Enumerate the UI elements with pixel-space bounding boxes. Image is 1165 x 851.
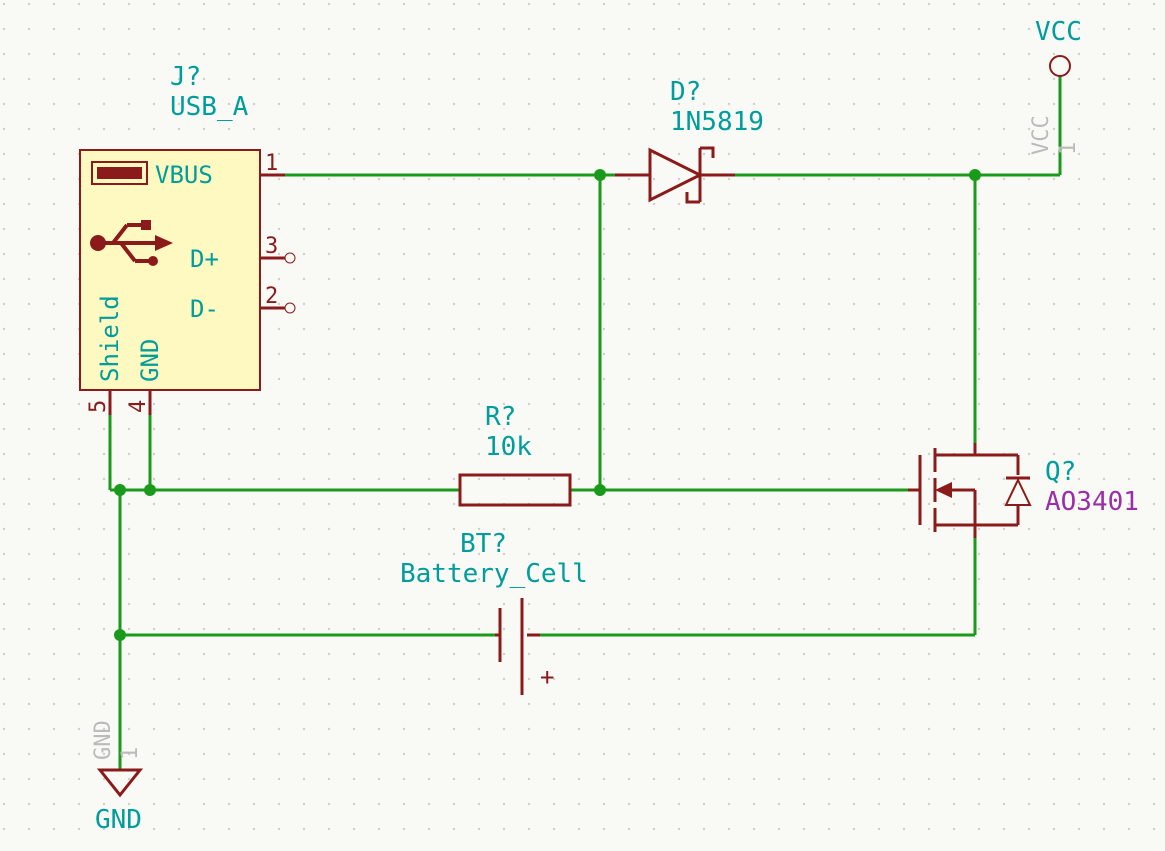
usb-pin1-num: 1 bbox=[265, 151, 278, 176]
usb-shield-label: Shield bbox=[96, 295, 124, 382]
usb-pin5-num: 5 bbox=[86, 400, 111, 413]
diode-ref: D? bbox=[670, 77, 701, 107]
usb-gnd-label: GND bbox=[136, 339, 164, 382]
resistor-ref: R? bbox=[485, 402, 516, 432]
usb-dplus-label: D+ bbox=[190, 245, 219, 273]
battery-value: Battery_Cell bbox=[400, 559, 588, 589]
mosfet-ref: Q? bbox=[1045, 457, 1076, 487]
usb-dminus-label: D- bbox=[190, 295, 219, 323]
diode-value: 1N5819 bbox=[670, 107, 764, 137]
usb-vbus-label: VBUS bbox=[155, 161, 213, 189]
mosfet-value: AO3401 bbox=[1045, 487, 1139, 517]
vcc-label: VCC bbox=[1035, 17, 1082, 47]
usb-value: USB_A bbox=[170, 92, 249, 122]
vcc-faint-num: 1 bbox=[1056, 142, 1081, 155]
resistor-value: 10k bbox=[485, 432, 532, 462]
usb-pin2-num: 2 bbox=[265, 284, 278, 309]
usb-pin4-num: 4 bbox=[126, 400, 151, 413]
usb-pin3-num: 3 bbox=[265, 234, 278, 259]
battery-ref: BT? bbox=[460, 529, 507, 559]
vcc-faint-label: VCC bbox=[1029, 115, 1054, 155]
gnd-faint-label: GND bbox=[91, 720, 116, 760]
gnd-faint-num: 1 bbox=[118, 747, 143, 760]
usb-ref: J? bbox=[170, 62, 201, 92]
gnd-label: GND bbox=[95, 805, 142, 835]
battery-plus: + bbox=[540, 663, 554, 691]
